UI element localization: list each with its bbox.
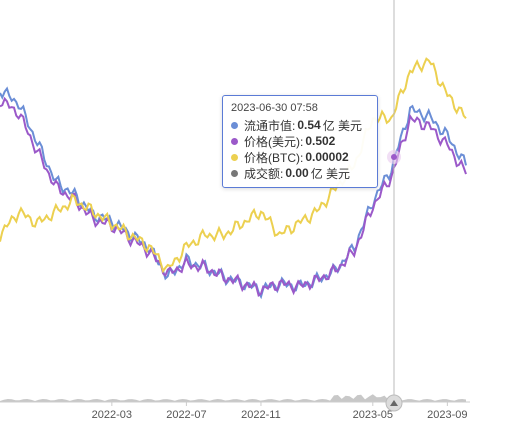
tooltip-label: 价格(美元): xyxy=(244,134,304,149)
tooltip-unit: 亿 美元 xyxy=(322,118,363,133)
price-btc-dot-icon xyxy=(231,153,238,161)
tooltip-label: 流通市值: xyxy=(244,118,296,133)
x-tick-label: 2023-05 xyxy=(353,409,393,421)
tooltip-label: 成交额: xyxy=(244,166,284,181)
series-line-1 xyxy=(0,96,467,298)
series-lines xyxy=(0,57,467,300)
tooltip-value: 0.54 xyxy=(297,118,321,132)
tooltip-row-price-btc: 价格(BTC): 0.00002 xyxy=(231,149,369,165)
volume-bars xyxy=(0,394,466,402)
tooltip-label: 价格(BTC): xyxy=(244,150,304,165)
tooltip-row-volume: 成交额: 0.00 亿 美元 xyxy=(231,165,369,181)
tooltip-row-price-usd: 价格(美元): 0.502 xyxy=(231,133,369,149)
volume-dot-icon xyxy=(231,169,238,177)
hover-point xyxy=(391,154,397,160)
chart-tooltip: 2023-06-30 07:58 流通市值: 0.54 亿 美元 价格(美元):… xyxy=(222,95,378,188)
tooltip-value: 0.502 xyxy=(305,134,336,148)
x-axis-ticks: 2022-03 2022-07 2022-11 2023-05 2023-09 xyxy=(92,402,468,421)
x-tick-label: 2022-07 xyxy=(166,409,206,421)
tooltip-row-market-cap: 流通市值: 0.54 亿 美元 xyxy=(231,117,369,133)
price-usd-dot-icon xyxy=(231,137,238,145)
series-line-2 xyxy=(0,57,467,274)
volume-area xyxy=(0,394,466,402)
market-cap-dot-icon xyxy=(231,121,238,129)
tooltip-unit: 亿 美元 xyxy=(310,166,351,181)
tooltip-value: 0.00 xyxy=(285,166,309,180)
slider-up-arrow-icon xyxy=(390,400,398,406)
x-tick-label: 2022-03 xyxy=(92,409,132,421)
tooltip-time: 2023-06-30 07:58 xyxy=(231,102,318,114)
series-line-0 xyxy=(0,86,467,300)
x-tick-label: 2023-09 xyxy=(427,409,467,421)
x-tick-label: 2022-11 xyxy=(241,409,281,421)
tooltip-value: 0.00002 xyxy=(305,150,349,164)
